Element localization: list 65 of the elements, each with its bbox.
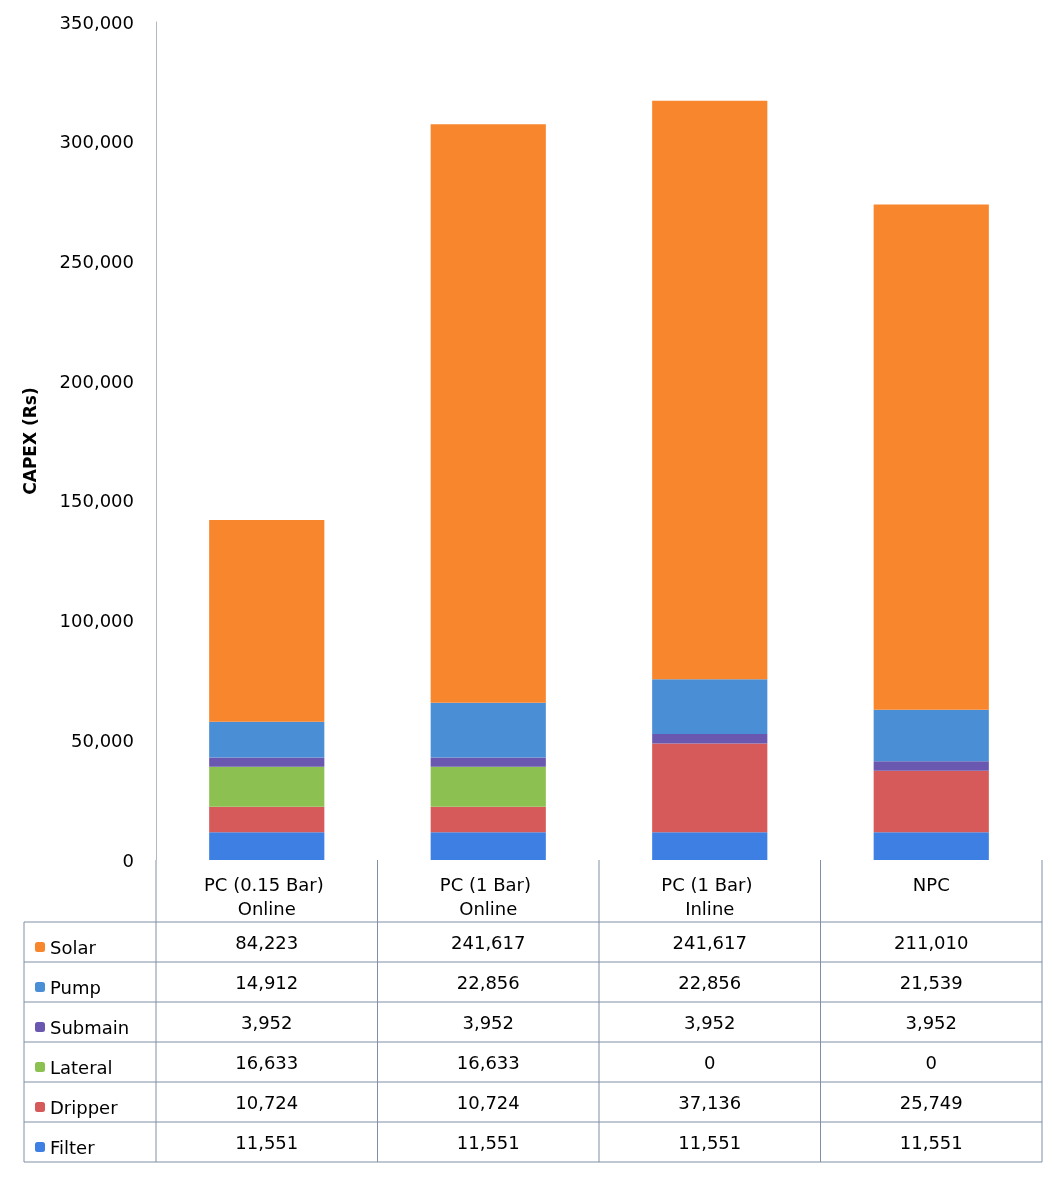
y-tick-label: 200,000 [59, 370, 134, 392]
legend-label: Submain [50, 1016, 130, 1038]
bar [652, 832, 768, 860]
data-label: 10,724 [235, 1091, 299, 1113]
bar [209, 832, 325, 860]
y-tick-label: 0 [122, 849, 134, 871]
data-label: 0 [704, 1051, 716, 1073]
bar [873, 204, 989, 710]
bar [873, 709, 989, 762]
bar [209, 766, 325, 807]
x-tick-label: PC (0.15 Bar) Online [204, 873, 330, 919]
data-label: 11,551 [678, 1131, 742, 1153]
bar [430, 702, 546, 758]
bar [652, 733, 768, 744]
bar [430, 806, 546, 833]
y-tick-label: 250,000 [59, 250, 134, 272]
bar [652, 100, 768, 680]
legend-label: Lateral [50, 1056, 113, 1078]
data-label: 3,952 [240, 1011, 293, 1033]
legend-label: Solar [50, 936, 97, 958]
x-tick-label: PC (1 Bar) Inline [661, 873, 759, 919]
bar [209, 520, 325, 722]
bar [430, 766, 546, 807]
bar [873, 770, 989, 833]
bar [873, 761, 989, 771]
bar [652, 679, 768, 734]
y-tick-label: 100,000 [59, 610, 134, 632]
bar [652, 743, 768, 833]
y-tick-label: 350,000 [59, 11, 134, 33]
data-label: 25,749 [899, 1091, 963, 1113]
data-label: 211,010 [894, 931, 969, 953]
legend-label: Filter [50, 1136, 96, 1158]
bar [430, 757, 546, 767]
bar [209, 721, 325, 758]
bar [430, 832, 546, 860]
data-label: 3,952 [905, 1011, 958, 1033]
data-label: 3,952 [683, 1011, 736, 1033]
legend-label: Dripper [50, 1096, 119, 1118]
legend-label: Pump [50, 976, 101, 998]
bar [209, 757, 325, 767]
data-label: 22,856 [678, 971, 742, 993]
bar [209, 806, 325, 833]
y-tick-label: 150,000 [59, 490, 134, 512]
data-label: 11,551 [235, 1131, 299, 1153]
data-label: 11,551 [456, 1131, 520, 1153]
bar [873, 832, 989, 860]
data-label: 14,912 [235, 971, 299, 993]
y-axis-title: CAPEX (Rs) [19, 387, 40, 495]
data-label: 37,136 [678, 1091, 742, 1113]
data-label: 16,633 [456, 1051, 520, 1073]
bar [430, 124, 546, 703]
data-label: 3,952 [462, 1011, 515, 1033]
data-label: 10,724 [456, 1091, 520, 1113]
data-label: 21,539 [899, 971, 963, 993]
x-tick-label: PC (1 Bar) Online [439, 873, 537, 919]
x-tick-label: NPC [912, 873, 950, 895]
data-label: 241,617 [451, 931, 526, 953]
data-label: 241,617 [672, 931, 747, 953]
data-label: 22,856 [456, 971, 520, 993]
y-tick-label: 300,000 [59, 131, 134, 153]
data-label: 0 [925, 1051, 937, 1073]
y-tick-label: 50,000 [71, 729, 134, 751]
data-label: 11,551 [899, 1131, 963, 1153]
data-label: 16,633 [235, 1051, 299, 1073]
data-label: 84,223 [235, 931, 299, 953]
